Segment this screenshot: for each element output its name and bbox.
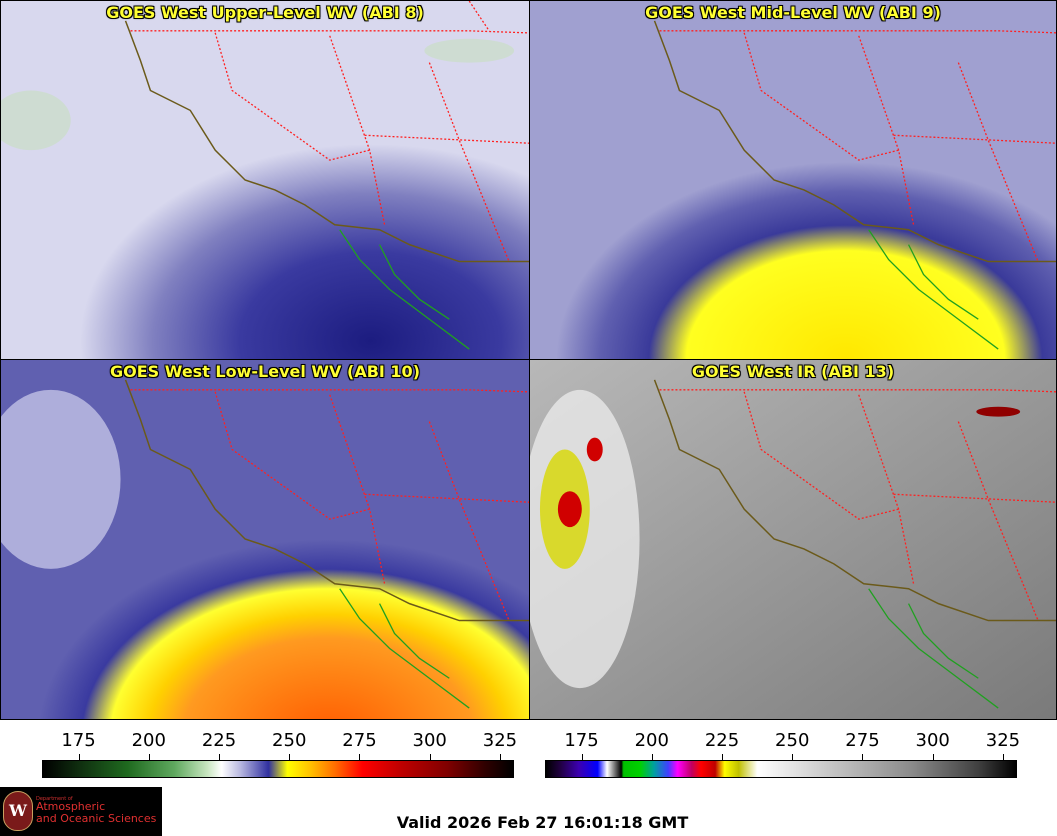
panel-title: GOES West IR (ABI 13) [691, 362, 895, 381]
colorbar-tick-label: 200 [131, 730, 166, 751]
colorbar-tick-mark [1002, 754, 1004, 760]
ir-colorbar: 175 200 225 250 275 300 325 [545, 726, 1021, 782]
colorbar-tick-mark [932, 754, 934, 760]
colorbar-tick-label: 250 [272, 730, 307, 751]
ir-colorbar-ticks: 175 200 225 250 275 300 325 [545, 726, 1021, 760]
ir-image [530, 360, 1056, 719]
colorbar-tick-label: 175 [61, 730, 96, 751]
colorbar-tick-mark [219, 754, 220, 760]
colorbar-tick-mark [289, 754, 291, 760]
colorbar-tick-mark [581, 754, 583, 760]
colorbar-tick-mark [78, 754, 80, 760]
colorbar-tick-label: 275 [342, 730, 377, 751]
colorbar-tick-label: 275 [845, 730, 880, 751]
colorbar-tick-label: 325 [482, 730, 518, 751]
panel-upper-level-wv: GOES West Upper-Level WV (ABI 8) [0, 0, 530, 360]
valid-time-label: Valid 2026 Feb 27 16:01:18 GMT [396, 813, 689, 832]
colorbar-tick-label: 175 [564, 730, 599, 751]
colorbar-tick-label: 250 [775, 730, 810, 751]
colorbar-tick-label: 300 [412, 730, 447, 751]
panel-title: GOES West Mid-Level WV (ABI 9) [645, 3, 941, 22]
colorbar-tick-label: 325 [985, 730, 1021, 751]
low-level-wv-image [1, 360, 529, 719]
colorbar-tick-label: 300 [915, 730, 950, 751]
wv-colorbar: 175 200 225 250 275 300 325 [42, 726, 518, 782]
colorbar-tick-mark [722, 754, 723, 760]
panel-title: GOES West Upper-Level WV (ABI 8) [106, 3, 424, 22]
logo-line-2: and Oceanic Sciences [36, 812, 157, 825]
ir-colorbar-strip [545, 760, 1017, 778]
colorbar-tick-mark [359, 754, 361, 760]
mid-level-wv-image [530, 1, 1056, 359]
colorbar-tick-mark [862, 754, 864, 760]
panel-mid-level-wv: GOES West Mid-Level WV (ABI 9) [529, 0, 1057, 360]
panel-ir: GOES West IR (ABI 13) [529, 359, 1057, 720]
panel-low-level-wv: GOES West Low-Level WV (ABI 10) [0, 359, 530, 720]
uw-seal-icon: W [3, 791, 33, 831]
upper-level-wv-image [1, 1, 529, 359]
colorbar-tick-label: 225 [201, 730, 237, 751]
colorbar-tick-mark [429, 754, 431, 760]
colorbar-tick-label: 200 [634, 730, 669, 751]
colorbar-tick-mark [148, 754, 150, 760]
colorbar-tick-mark [792, 754, 794, 760]
wv-colorbar-strip [42, 760, 514, 778]
panel-title: GOES West Low-Level WV (ABI 10) [109, 362, 420, 381]
logo-department-text: Department of [36, 796, 73, 802]
colorbar-tick-mark [651, 754, 653, 760]
aos-logo: W Department of Atmospheric and Oceanic … [0, 787, 162, 836]
wv-colorbar-ticks: 175 200 225 250 275 300 325 [42, 726, 518, 760]
logo-line-1: Atmospheric [36, 800, 106, 813]
colorbar-tick-label: 225 [704, 730, 740, 751]
colorbar-tick-mark [499, 754, 501, 760]
